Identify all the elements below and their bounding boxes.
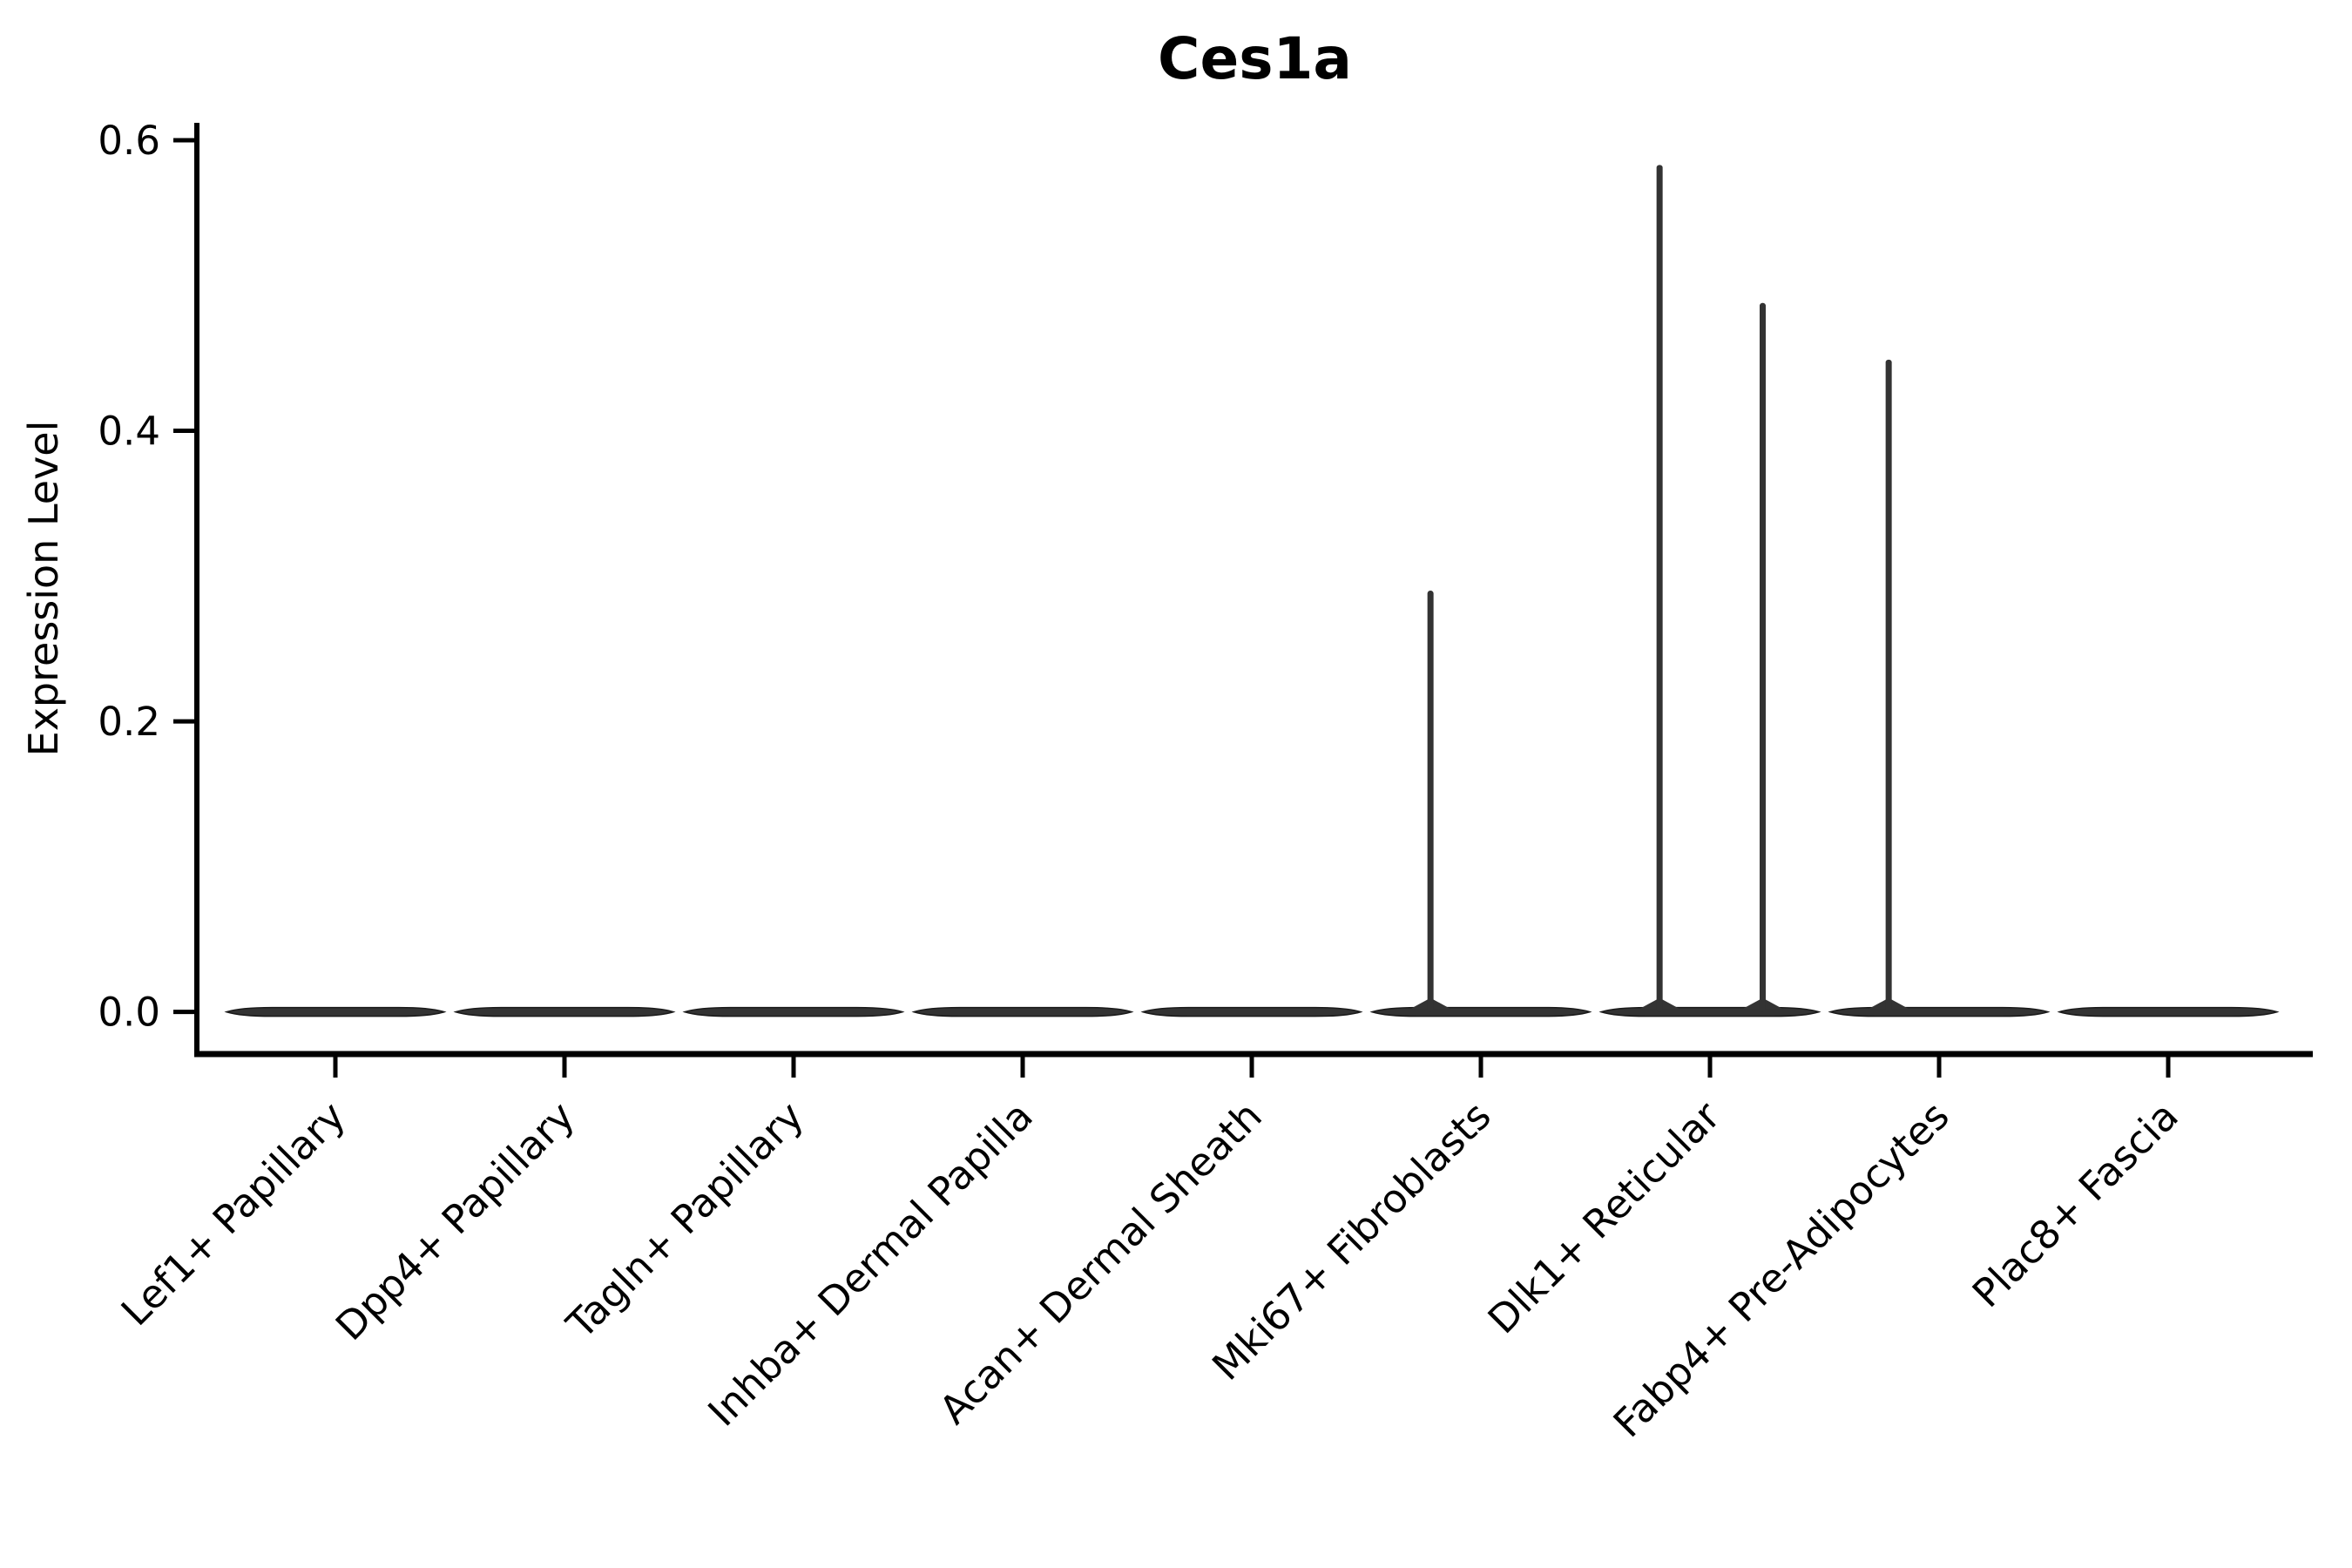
violin-7 — [1828, 359, 2051, 1017]
violin-8 — [2057, 1006, 2280, 1017]
expression-spike — [1759, 302, 1766, 1012]
y-tick-label: 0.6 — [98, 118, 160, 164]
violin-0 — [224, 1006, 447, 1017]
violin-body — [1828, 1006, 2051, 1017]
expression-spike — [1885, 359, 1892, 1012]
x-tick-label: Dlk1+ Reticular — [1479, 1092, 1729, 1342]
expression-spike — [1427, 591, 1434, 1012]
violin-2 — [682, 1006, 905, 1017]
y-tick-label: 0.0 — [98, 990, 160, 1036]
y-axis-label: Expression Level — [20, 421, 67, 757]
violin-body — [1369, 1006, 1592, 1017]
y-tick-label: 0.2 — [98, 699, 160, 745]
y-tick-label: 0.4 — [98, 409, 160, 455]
violin-body — [1140, 1006, 1363, 1017]
chart-title: Ces1a — [1158, 25, 1352, 92]
x-tick-label: Lef1+ Papillary — [112, 1092, 355, 1335]
violin-3 — [911, 1006, 1134, 1017]
x-tick-label: Plac8+ Fascia — [1963, 1092, 2187, 1316]
violin-1 — [453, 1006, 676, 1017]
violin-body — [2057, 1006, 2280, 1017]
violin-body — [453, 1006, 676, 1017]
violin-6 — [1598, 165, 1821, 1017]
violin-5 — [1369, 591, 1592, 1017]
violin-body — [1598, 1006, 1821, 1017]
x-tick-label: Dpp4+ Papillary — [327, 1092, 584, 1349]
expression-spike — [1656, 165, 1663, 1012]
violin-body — [911, 1006, 1134, 1017]
violin-body — [682, 1006, 905, 1017]
violin-body — [224, 1006, 447, 1017]
x-tick-label: Tagln+ Papillary — [558, 1092, 813, 1348]
violin-4 — [1140, 1006, 1363, 1017]
